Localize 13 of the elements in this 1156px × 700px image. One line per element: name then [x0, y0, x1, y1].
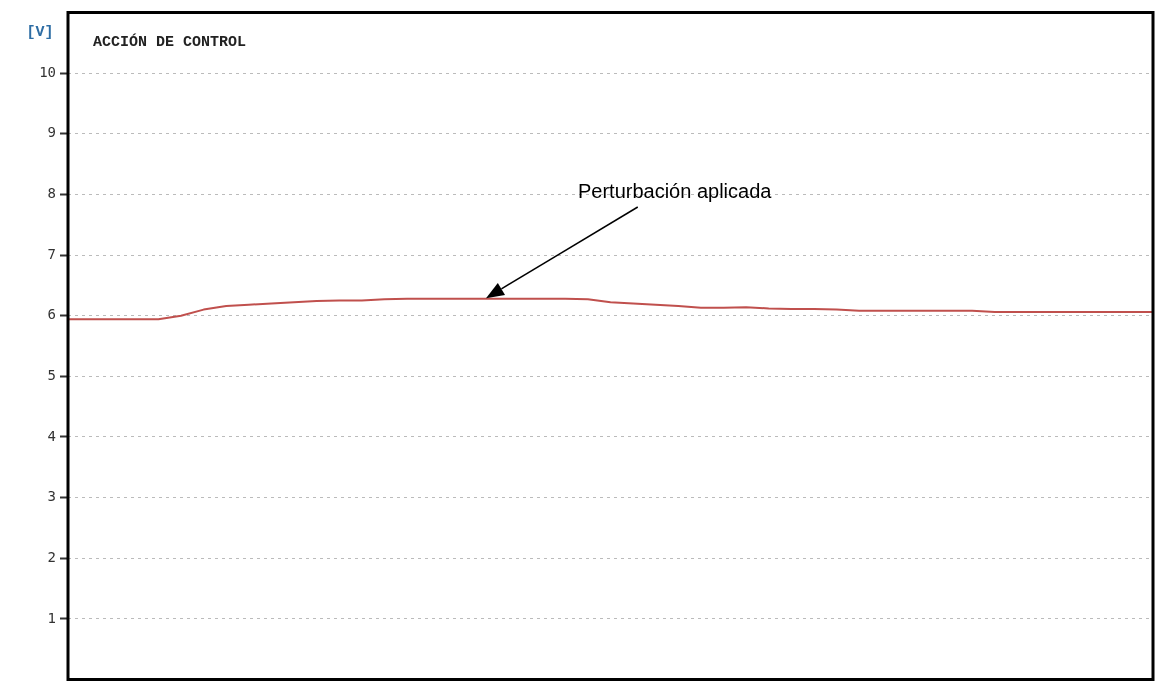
- y-tick-label: 3: [47, 488, 56, 505]
- y-tick-label: 6: [47, 306, 56, 323]
- y-tick-label: 9: [47, 124, 56, 141]
- y-tick-label: 10: [39, 63, 56, 80]
- y-axis-title: [V]: [26, 24, 54, 42]
- y-tick-label: 4: [47, 427, 56, 444]
- y-tick-label: 5: [47, 366, 56, 383]
- y-tick-label: 2: [47, 548, 56, 565]
- y-tick-label: 7: [47, 245, 56, 262]
- y-tick-label: 1: [47, 609, 56, 626]
- annotation: Perturbación aplicada: [577, 180, 773, 203]
- y-tick-label: 8: [47, 185, 56, 201]
- text: ACCIÓN DE CONTROL: [93, 33, 247, 52]
